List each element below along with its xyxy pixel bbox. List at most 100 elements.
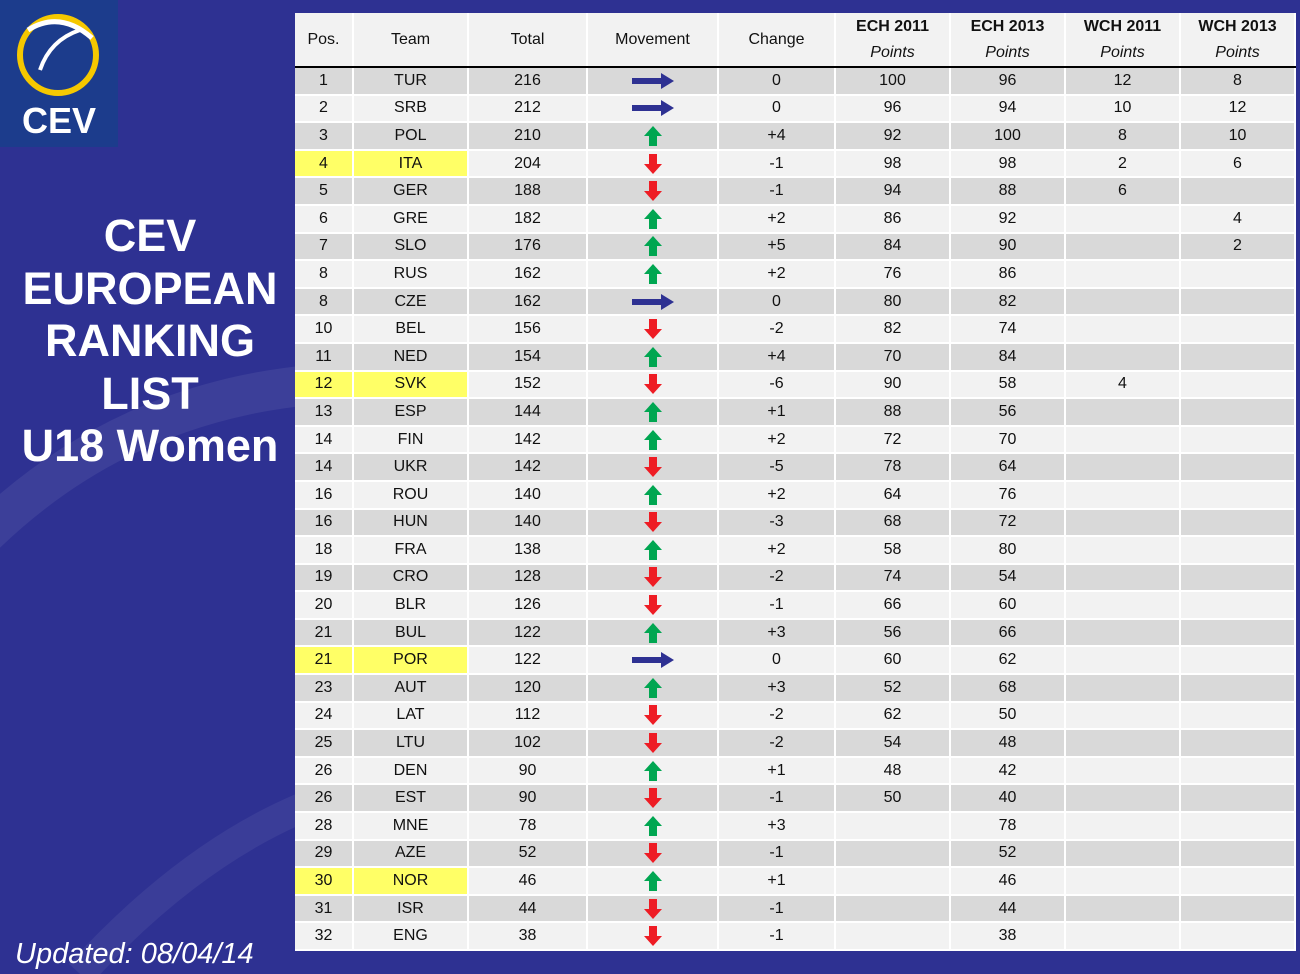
- table-cell: AUT: [353, 674, 469, 703]
- table-cell: 66: [834, 591, 951, 620]
- table-cell: [1064, 591, 1181, 620]
- table-row: 16 HUN 140 -3 68 72: [295, 508, 1296, 538]
- table-cell: +2: [718, 260, 836, 289]
- table-cell: 28: [295, 812, 354, 841]
- table-cell: [1179, 425, 1296, 455]
- table-cell: [1064, 315, 1181, 344]
- updated-date: Updated: 08/04/14: [15, 938, 254, 970]
- table-cell: [1064, 867, 1181, 896]
- table-row: 30 NOR 46 +1 46: [295, 867, 1296, 896]
- movement-arrow: [643, 567, 662, 588]
- movement-arrow: [643, 208, 662, 229]
- table-cell: [1064, 508, 1181, 538]
- table-cell: [1064, 646, 1181, 676]
- table-cell: DEN: [353, 756, 469, 786]
- table-cell: 12: [295, 370, 354, 400]
- table-cell: 52: [949, 839, 1066, 869]
- table-cell: 120: [468, 674, 588, 703]
- table-cell: 10: [1179, 122, 1296, 151]
- movement-arrow: [643, 346, 662, 367]
- table-row: 8 CZE 162 0 80 82: [295, 287, 1296, 317]
- movement-arrow: [643, 677, 662, 698]
- table-cell: 44: [468, 894, 588, 924]
- table-row: 10 BEL 156 -2 82 74: [295, 315, 1296, 344]
- table-cell: 23: [295, 674, 354, 703]
- table-cell: [1064, 232, 1181, 262]
- table-cell: 3: [295, 122, 354, 151]
- table-cell: [1179, 812, 1296, 841]
- column-subheader: Points: [1064, 40, 1181, 68]
- table-cell: -1: [718, 591, 836, 620]
- table-cell: 16: [295, 508, 354, 538]
- column-subheader: Points: [834, 40, 951, 68]
- movement-cell: [587, 370, 719, 400]
- table-cell: 0: [718, 94, 836, 124]
- table-cell: 76: [949, 480, 1066, 510]
- table-cell: HUN: [353, 508, 469, 538]
- table-row: 25 LTU 102 -2 54 48: [295, 729, 1296, 758]
- table-cell: 102: [468, 729, 588, 758]
- movement-arrow: [643, 843, 662, 864]
- table-cell: [1064, 480, 1181, 510]
- table-cell: -1: [718, 149, 836, 179]
- table-cell: 26: [295, 756, 354, 786]
- table-cell: -1: [718, 894, 836, 924]
- table-cell: [834, 894, 951, 924]
- table-cell: 58: [949, 370, 1066, 400]
- table-cell: CZE: [353, 287, 469, 317]
- table-cell: SVK: [353, 370, 469, 400]
- table-cell: 20: [295, 591, 354, 620]
- table-row: 3 POL 210 +4 92 100 8 10: [295, 122, 1296, 151]
- table-cell: 210: [468, 122, 588, 151]
- table-cell: 128: [468, 563, 588, 593]
- column-header: ECH 2013: [949, 13, 1066, 40]
- table-cell: [1179, 177, 1296, 206]
- movement-cell: [587, 756, 719, 786]
- table-cell: 0: [718, 67, 836, 96]
- table-cell: [1179, 536, 1296, 565]
- table-cell: 112: [468, 701, 588, 731]
- movement-cell: [587, 67, 719, 96]
- table-cell: 4: [1064, 370, 1181, 400]
- table-cell: 94: [949, 94, 1066, 124]
- table-cell: 70: [834, 342, 951, 372]
- table-cell: 2: [1064, 149, 1181, 179]
- table-cell: 80: [834, 287, 951, 317]
- table-cell: [1064, 729, 1181, 758]
- table-cell: NOR: [353, 867, 469, 896]
- table-cell: 8: [1064, 122, 1181, 151]
- table-cell: [1064, 425, 1181, 455]
- title-line: LIST: [101, 367, 199, 419]
- table-cell: 154: [468, 342, 588, 372]
- movement-arrow: [643, 374, 662, 395]
- movement-arrow: [643, 125, 662, 146]
- table-cell: [834, 839, 951, 869]
- table-cell: +2: [718, 536, 836, 565]
- table-cell: 212: [468, 94, 588, 124]
- table-cell: [1179, 922, 1296, 951]
- table-cell: 86: [834, 204, 951, 234]
- table-cell: 162: [468, 287, 588, 317]
- table-cell: 48: [949, 729, 1066, 758]
- column-subheader: Points: [1179, 40, 1296, 68]
- table-cell: 46: [468, 867, 588, 896]
- table-cell: 38: [468, 922, 588, 951]
- movement-cell: [587, 646, 719, 676]
- table-cell: [1179, 701, 1296, 731]
- table-cell: +4: [718, 342, 836, 372]
- movement-cell: [587, 922, 719, 951]
- table-cell: SLO: [353, 232, 469, 262]
- table-cell: 76: [834, 260, 951, 289]
- table-row: 4 ITA 204 -1 98 98 2 6: [295, 149, 1296, 179]
- table-cell: 96: [949, 67, 1066, 96]
- table-cell: 140: [468, 508, 588, 538]
- table-cell: -6: [718, 370, 836, 400]
- movement-arrow: [643, 815, 662, 836]
- movement-arrow: [643, 236, 662, 257]
- table-cell: ISR: [353, 894, 469, 924]
- table-cell: 126: [468, 591, 588, 620]
- movement-cell: [587, 425, 719, 455]
- table-cell: +5: [718, 232, 836, 262]
- table-row: 21 BUL 122 +3 56 66: [295, 618, 1296, 648]
- table-cell: 25: [295, 729, 354, 758]
